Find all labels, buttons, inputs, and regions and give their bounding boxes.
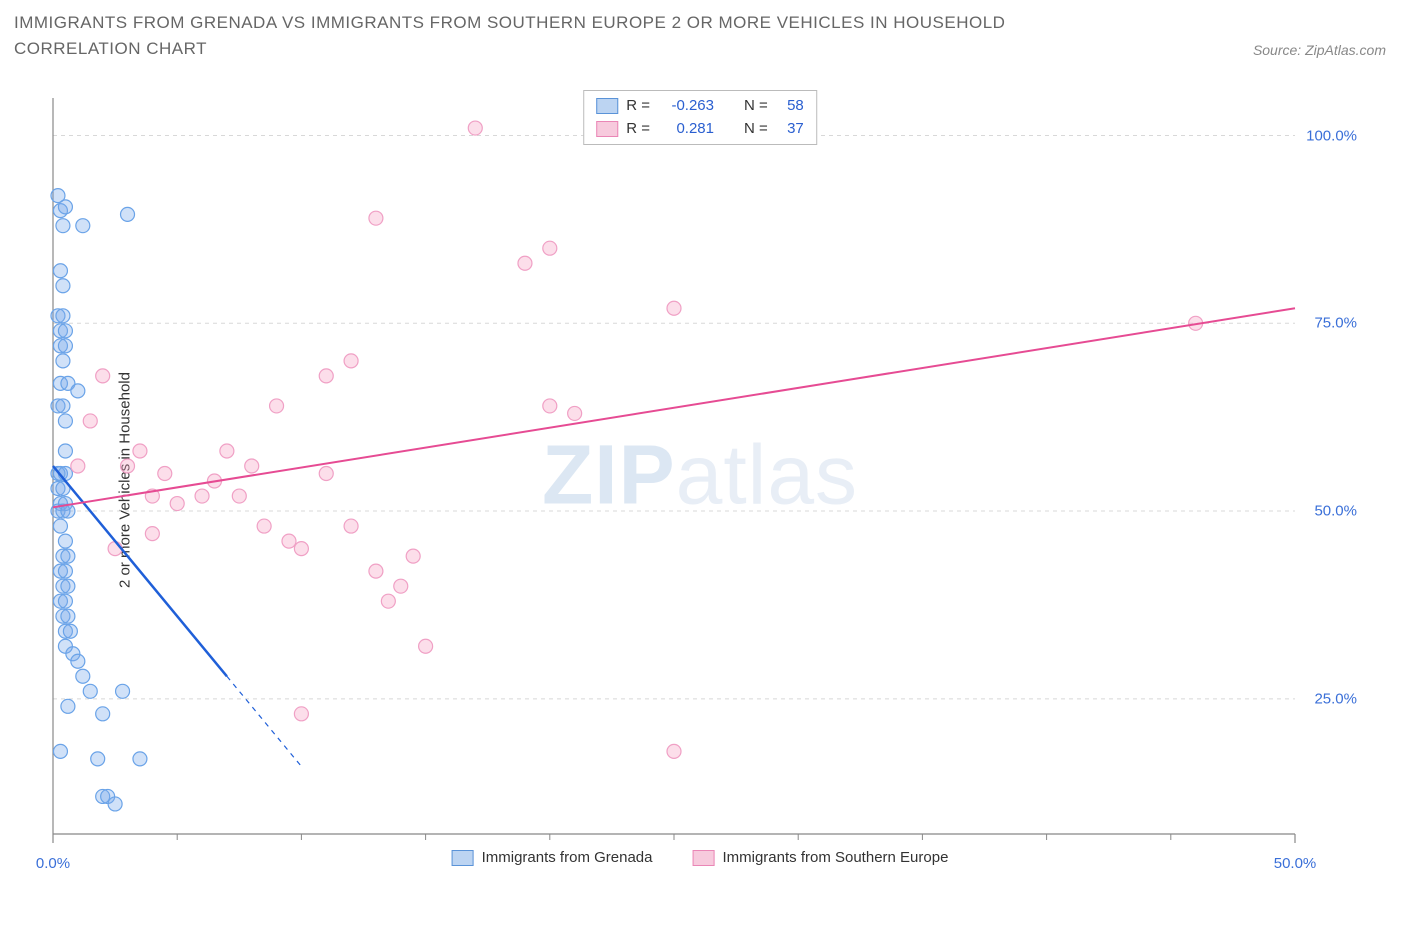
legend-swatch: [596, 121, 618, 137]
y-tick-label: 50.0%: [1314, 503, 1357, 520]
y-tick-label: 75.0%: [1314, 315, 1357, 332]
legend-series-item: Immigrants from Grenada: [452, 849, 653, 866]
x-tick-label: 50.0%: [1274, 855, 1317, 872]
scatter-plot: 2 or more Vehicles in Household ZIPatlas…: [45, 90, 1355, 870]
legend-stat-row: R =-0.263N =58: [596, 95, 804, 118]
legend-series-label: Immigrants from Southern Europe: [722, 849, 948, 866]
y-tick-label: 25.0%: [1314, 690, 1357, 707]
series-legend: Immigrants from Grenada Immigrants from S…: [452, 849, 949, 866]
source-attribution: Source: ZipAtlas.com: [1253, 42, 1386, 58]
y-tick-label: 100.0%: [1306, 127, 1357, 144]
legend-stat-row: R =0.281N =37: [596, 118, 804, 141]
legend-series-item: Immigrants from Southern Europe: [692, 849, 948, 866]
correlation-legend: R =-0.263N =58R =0.281N =37: [583, 90, 817, 145]
legend-swatch: [452, 850, 474, 866]
x-tick-label: 0.0%: [36, 855, 70, 872]
legend-swatch: [596, 98, 618, 114]
chart-canvas: [45, 90, 1355, 870]
legend-swatch: [692, 850, 714, 866]
chart-title: IMMIGRANTS FROM GRENADA VS IMMIGRANTS FR…: [14, 10, 1134, 63]
legend-series-label: Immigrants from Grenada: [482, 849, 653, 866]
